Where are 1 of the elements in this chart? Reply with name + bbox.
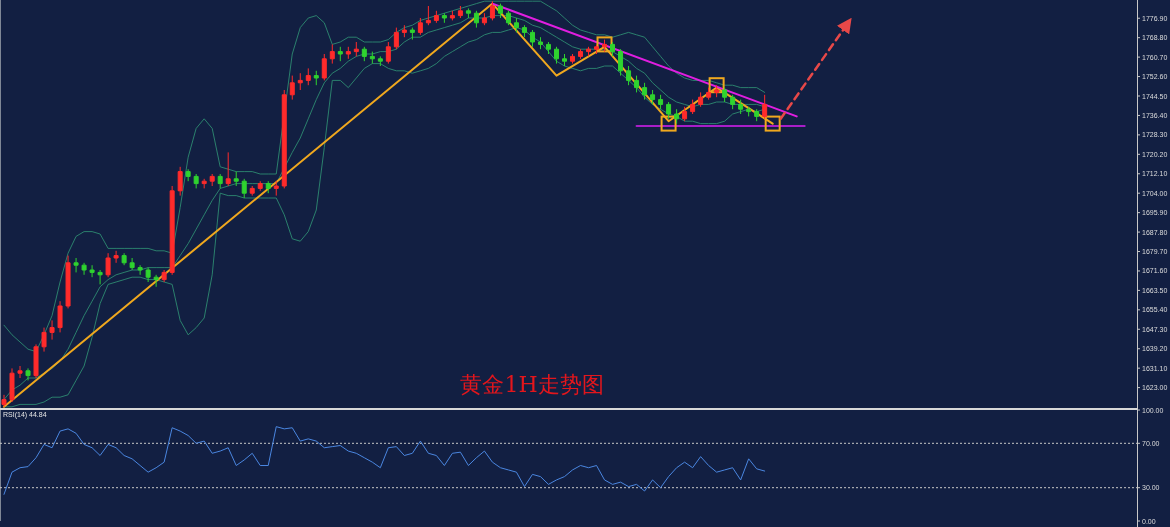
text: 黄金1H走势图 — [460, 372, 604, 397]
